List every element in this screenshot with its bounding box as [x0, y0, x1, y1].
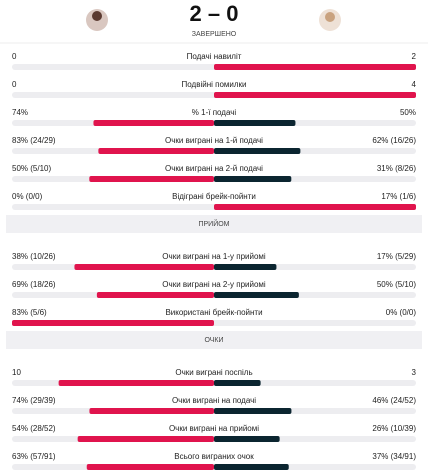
stat-label: Очки виграні на прийомі — [169, 424, 259, 433]
right-bar — [214, 204, 416, 210]
left-bar — [58, 380, 214, 386]
stat-label: Очки виграні поспіль — [175, 368, 252, 377]
right-bar — [214, 264, 277, 270]
stat-label: Очки виграні на 2-й подачі — [165, 164, 263, 173]
player-2-avatar-head — [325, 12, 335, 22]
left-bar — [96, 292, 214, 298]
right-bar — [214, 120, 296, 126]
stat-label: Очки виграні на подачі — [172, 396, 256, 405]
right-bar — [214, 148, 301, 154]
section-title: ПРИЙОМ — [198, 219, 229, 228]
right-bar — [214, 176, 292, 182]
left-bar — [93, 120, 214, 126]
score: 2 – 0 — [190, 1, 239, 26]
left-value: 50% (5/10) — [12, 164, 51, 173]
right-value: 4 — [412, 80, 417, 89]
stat-label: % 1-ї подачі — [192, 108, 237, 117]
right-bar — [214, 436, 280, 442]
left-value: 0% (0/0) — [12, 192, 43, 201]
left-value: 74% — [12, 108, 28, 117]
right-value: 0% (0/0) — [386, 308, 417, 317]
section-band — [6, 331, 422, 349]
left-value: 54% (28/52) — [12, 424, 56, 433]
stat-label: Відіграні брейк-пойнти — [172, 192, 256, 201]
left-value: 0 — [12, 52, 17, 61]
left-value: 0 — [12, 80, 17, 89]
left-bar — [89, 176, 214, 182]
left-bar — [86, 464, 214, 470]
right-bar — [214, 464, 289, 470]
right-bar — [214, 408, 292, 414]
stat-label: Використані брейк-пойнти — [165, 308, 262, 317]
right-value: 50% — [400, 108, 416, 117]
right-value: 17% (1/6) — [381, 192, 416, 201]
right-value: 46% (24/52) — [372, 396, 416, 405]
left-value: 83% (5/6) — [12, 308, 47, 317]
right-bar — [214, 64, 416, 70]
left-bar — [74, 264, 214, 270]
right-value: 50% (5/10) — [377, 280, 416, 289]
right-value: 2 — [412, 52, 417, 61]
left-value: 10 — [12, 368, 21, 377]
stat-label: Очки виграні на 2-у прийомі — [162, 280, 266, 289]
right-value: 3 — [412, 368, 417, 377]
stat-label: Очки виграні на 1-у прийомі — [162, 252, 266, 261]
left-value: 69% (18/26) — [12, 280, 56, 289]
section-band — [6, 215, 422, 233]
right-bar — [214, 92, 416, 98]
stat-label: Подвійні помилки — [182, 80, 247, 89]
stat-label: Очки виграні на 1-й подачі — [165, 136, 263, 145]
left-value: 63% (57/91) — [12, 452, 56, 461]
right-bar — [214, 292, 299, 298]
right-bar — [214, 380, 261, 386]
stat-label: Подачі навиліт — [187, 52, 242, 61]
right-value: 62% (16/26) — [372, 136, 416, 145]
left-value: 38% (10/26) — [12, 252, 56, 261]
left-value: 83% (24/29) — [12, 136, 56, 145]
left-bar — [77, 436, 215, 442]
right-value: 17% (5/29) — [377, 252, 416, 261]
left-value: 74% (29/39) — [12, 396, 56, 405]
player-1-avatar-head — [92, 11, 102, 21]
left-bar — [98, 148, 214, 154]
left-bar — [89, 408, 214, 414]
right-value: 37% (34/91) — [372, 452, 416, 461]
right-value: 26% (10/39) — [372, 424, 416, 433]
match-status: ЗАВЕРШЕНО — [192, 31, 237, 38]
section-title: ОЧКИ — [204, 337, 223, 344]
left-bar — [12, 320, 214, 326]
stat-label: Всього виграних очок — [174, 452, 254, 461]
right-value: 31% (8/26) — [377, 164, 416, 173]
